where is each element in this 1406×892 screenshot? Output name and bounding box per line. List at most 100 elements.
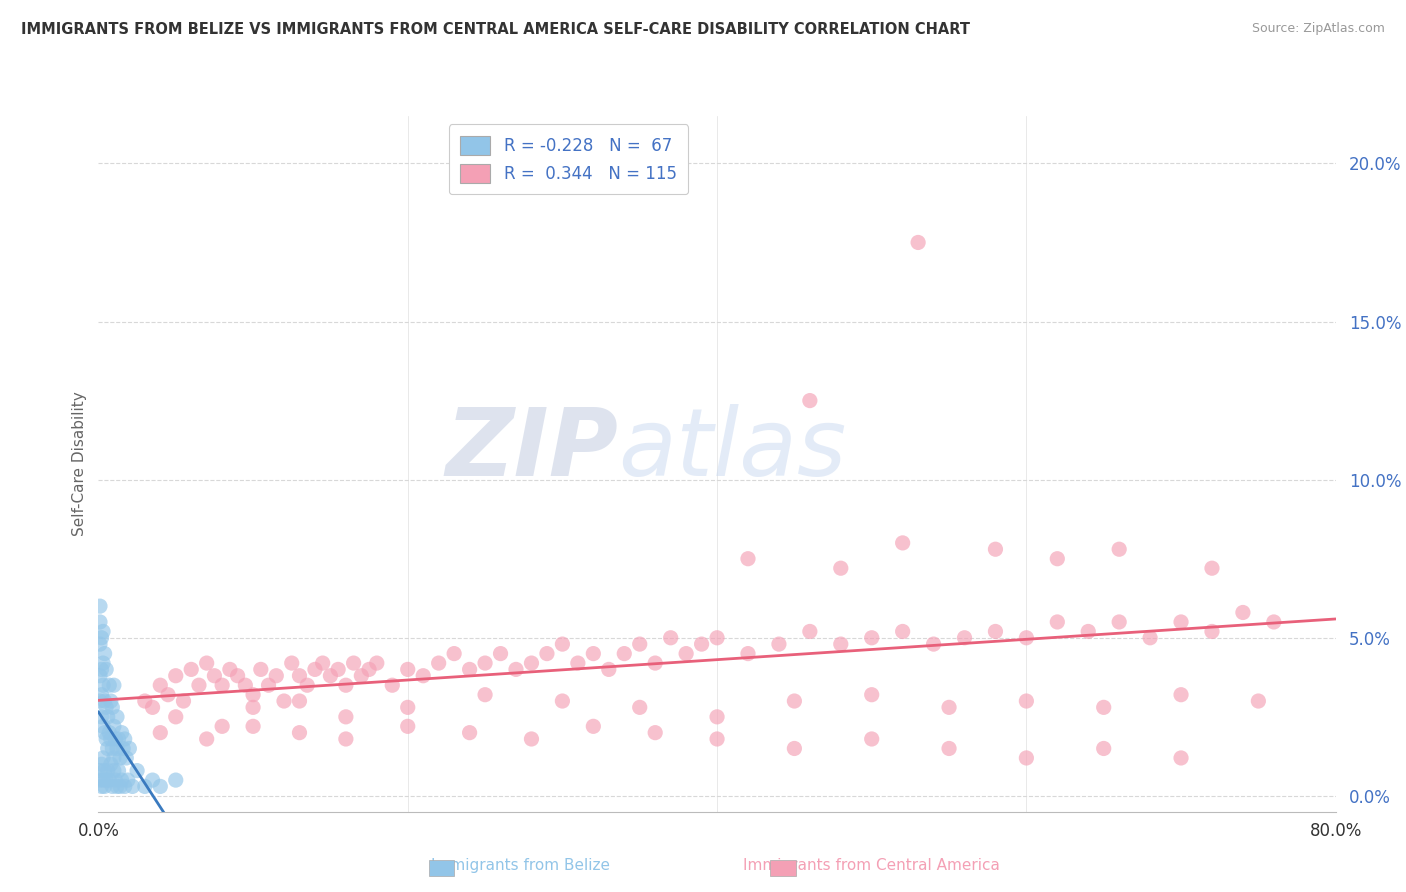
Point (242, 700, 264, 714)
Point (149, 780, 172, 794)
Point (281, 656, 304, 670)
Point (100, 694, 122, 708)
Point (121, 780, 143, 794)
Point (111, 725, 132, 739)
Point (188, 678, 211, 692)
Point (799, 393, 821, 408)
Point (90, 757, 112, 772)
Point (1201, 624, 1223, 639)
Point (103, 764, 125, 778)
Point (551, 694, 574, 708)
Point (101, 741, 124, 756)
Point (117, 773, 139, 788)
Point (628, 637, 651, 651)
Point (357, 662, 380, 676)
Point (172, 694, 194, 708)
Point (1170, 615, 1192, 629)
Point (93, 780, 115, 794)
Point (127, 764, 149, 778)
Point (690, 637, 713, 651)
Point (706, 710, 728, 724)
Point (458, 725, 481, 739)
Point (474, 656, 496, 670)
Point (505, 662, 527, 676)
Point (104, 731, 127, 746)
Point (257, 678, 280, 692)
Point (706, 731, 728, 746)
Point (91, 719, 114, 733)
Point (101, 780, 124, 794)
Point (91, 678, 114, 692)
Point (98, 773, 121, 788)
Point (108, 751, 131, 765)
Point (567, 656, 589, 670)
Point (112, 741, 135, 756)
Text: IMMIGRANTS FROM BELIZE VS IMMIGRANTS FROM CENTRAL AMERICA SELF-CARE DISABILITY C: IMMIGRANTS FROM BELIZE VS IMMIGRANTS FRO… (21, 22, 970, 37)
Point (598, 662, 620, 676)
Point (264, 669, 288, 683)
Point (644, 725, 666, 739)
Point (273, 694, 295, 708)
Point (312, 656, 335, 670)
Point (613, 647, 636, 661)
Point (1015, 751, 1038, 765)
Point (1046, 551, 1069, 566)
Text: Immigrants from Belize: Immigrants from Belize (430, 858, 610, 872)
Point (737, 647, 759, 661)
Point (644, 656, 666, 670)
Point (89, 637, 111, 651)
Point (1092, 700, 1115, 714)
Point (101, 700, 124, 714)
Point (107, 731, 129, 746)
Point (381, 678, 404, 692)
Point (219, 662, 242, 676)
Point (233, 678, 257, 692)
Point (891, 536, 914, 550)
Point (474, 688, 496, 702)
Point (1046, 615, 1069, 629)
Point (458, 662, 481, 676)
Point (105, 741, 128, 756)
Point (335, 678, 357, 692)
Point (1139, 631, 1161, 645)
Point (953, 631, 976, 645)
Point (628, 700, 651, 714)
Point (1015, 694, 1038, 708)
Text: ZIP: ZIP (446, 404, 619, 496)
Point (157, 688, 180, 702)
Point (938, 700, 960, 714)
Point (250, 662, 273, 676)
Point (891, 624, 914, 639)
Point (91, 656, 114, 670)
Point (922, 637, 945, 651)
Point (90, 688, 112, 702)
Point (1263, 615, 1285, 629)
Point (288, 725, 311, 739)
Point (706, 631, 728, 645)
Point (105, 710, 128, 724)
Point (114, 780, 136, 794)
Point (108, 780, 131, 794)
Point (134, 780, 156, 794)
Y-axis label: Self-Care Disability: Self-Care Disability (72, 392, 87, 536)
Point (335, 731, 357, 746)
Point (1201, 561, 1223, 575)
Point (165, 773, 187, 788)
Point (98, 725, 121, 739)
Point (288, 694, 311, 708)
Point (90, 631, 112, 645)
Point (107, 764, 129, 778)
Point (100, 757, 122, 772)
Point (93, 764, 115, 778)
Point (93, 725, 115, 739)
Point (335, 710, 357, 724)
Point (97, 710, 120, 724)
Point (860, 688, 883, 702)
Point (551, 637, 574, 651)
Point (103, 719, 125, 733)
Point (91, 624, 114, 639)
Point (211, 719, 233, 733)
Legend: R = -0.228   N =  67, R =  0.344   N = 115: R = -0.228 N = 67, R = 0.344 N = 115 (449, 124, 689, 194)
Point (97, 741, 120, 756)
Point (115, 751, 138, 765)
